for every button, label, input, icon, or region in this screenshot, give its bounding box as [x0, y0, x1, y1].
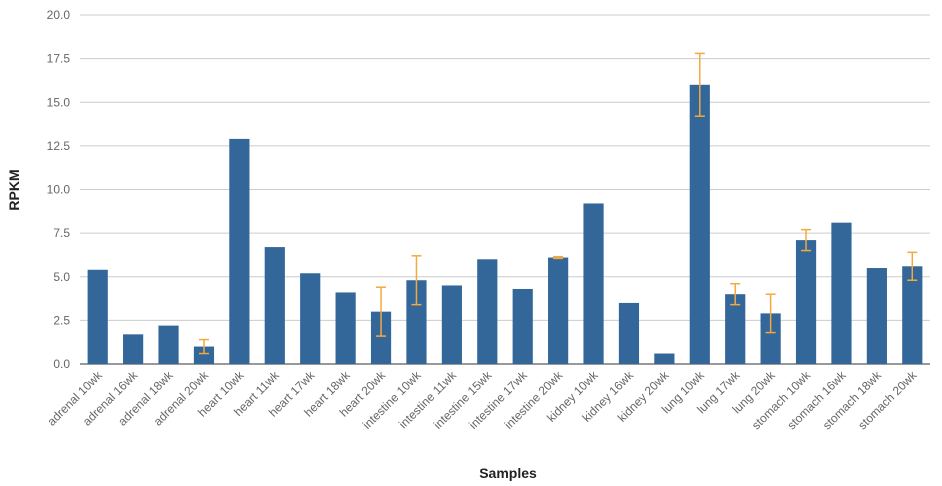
bar — [87, 269, 108, 364]
bar — [300, 273, 321, 364]
bar — [795, 240, 817, 364]
bar — [866, 268, 887, 364]
bar — [441, 285, 462, 364]
error-bar — [765, 293, 776, 334]
bar — [902, 266, 923, 364]
error-bar — [694, 52, 705, 117]
error-bar — [907, 251, 918, 281]
x-axis-title: Samples — [479, 465, 537, 481]
y-tick-label: 17.5 — [47, 52, 71, 66]
bar — [689, 84, 710, 365]
bar — [477, 259, 498, 364]
bar — [123, 334, 144, 364]
bar — [618, 302, 640, 364]
bar — [583, 203, 604, 364]
bar — [512, 288, 533, 364]
bar-layer — [87, 84, 923, 365]
error-bar — [411, 255, 422, 306]
y-tick-labels: 0.0 2.5 5.0 7.5 10.0 12.5 15.0 17.5 20.0 — [47, 8, 71, 371]
error-bar-layer — [198, 52, 918, 355]
y-tick-label: 20.0 — [47, 8, 71, 22]
bar — [264, 247, 285, 364]
error-bar — [198, 338, 209, 355]
y-tick-label: 2.5 — [53, 313, 70, 327]
y-tick-label: 0.0 — [53, 357, 70, 371]
y-tick-label: 7.5 — [53, 226, 70, 240]
bar — [831, 222, 852, 364]
error-bar — [553, 255, 564, 260]
y-tick-label: 5.0 — [53, 270, 70, 284]
bar — [760, 313, 781, 364]
y-axis-title: RPKM — [6, 169, 22, 210]
bar — [406, 280, 427, 364]
bar — [725, 294, 746, 364]
bar — [193, 346, 215, 364]
error-bar — [376, 286, 387, 337]
bar — [229, 138, 250, 364]
error-bar — [801, 228, 812, 252]
bar — [370, 311, 392, 364]
bar — [548, 257, 569, 364]
bar — [335, 292, 356, 364]
bar — [654, 353, 675, 364]
y-tick-label: 15.0 — [47, 95, 71, 109]
bar — [158, 325, 179, 364]
y-tick-label: 10.0 — [47, 183, 71, 197]
y-tick-label: 12.5 — [47, 139, 71, 153]
error-bar — [730, 282, 741, 306]
grid-layer — [80, 14, 930, 365]
